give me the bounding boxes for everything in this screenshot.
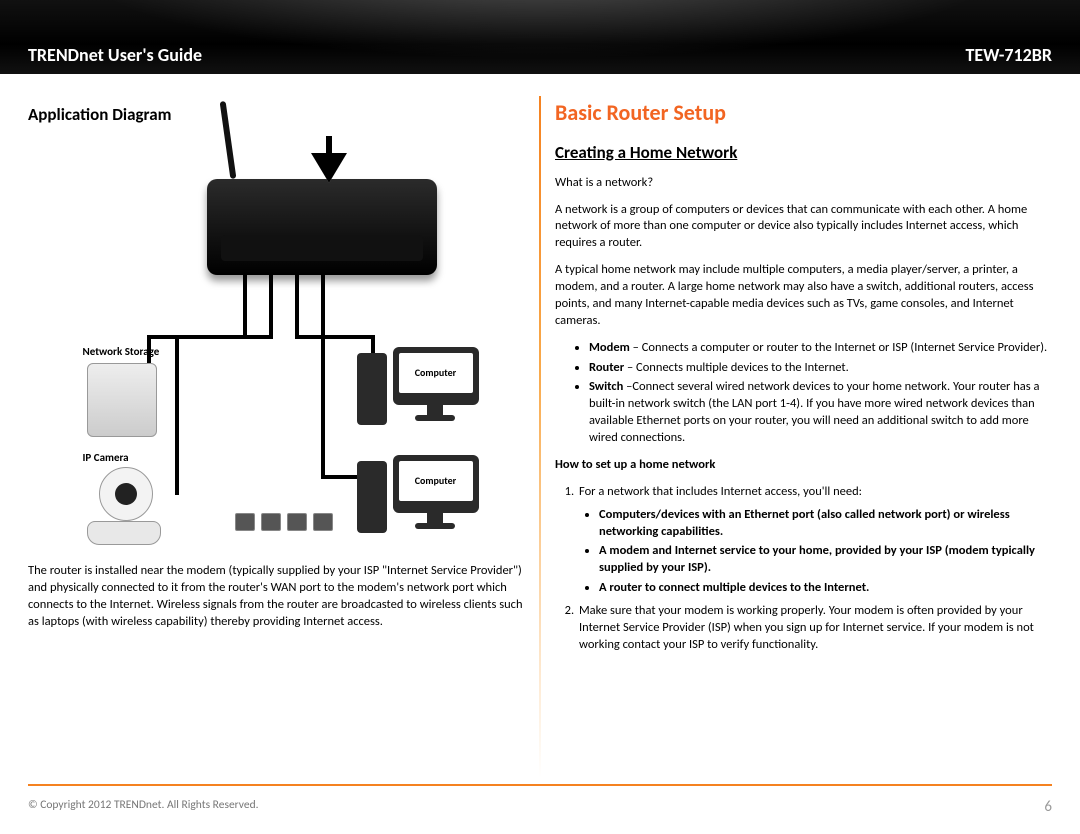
- document-page: TRENDnet User's Guide TEW-712BR Applicat…: [0, 0, 1080, 834]
- cable-icon: [175, 335, 179, 495]
- copyright-text: © Copyright 2012 TRENDnet. All Rights Re…: [28, 798, 259, 816]
- header-bar: TRENDnet User's Guide TEW-712BR: [0, 0, 1080, 74]
- lan-port-icon: [313, 513, 333, 531]
- diagram-label: Network Storage: [83, 345, 160, 360]
- cable-icon: [269, 275, 273, 335]
- cable-icon: [175, 335, 273, 339]
- list-item: Make sure that your modem is working pro…: [577, 603, 1052, 654]
- term-text: – Connects a computer or router to the I…: [630, 340, 1047, 355]
- section-title: Basic Router Setup: [555, 98, 1052, 128]
- term-text: –Connect several wired network devices t…: [589, 379, 1039, 445]
- footer: © Copyright 2012 TRENDnet. All Rights Re…: [28, 798, 1052, 816]
- header-right: TEW-712BR: [965, 44, 1052, 66]
- cable-icon: [295, 335, 375, 339]
- term: Switch: [589, 379, 623, 394]
- list-item: For a network that includes Internet acc…: [577, 484, 1052, 597]
- page-number: 6: [1044, 798, 1052, 816]
- list-item: Router – Connects multiple devices to th…: [589, 360, 1052, 377]
- intro-question: What is a network?: [555, 175, 1052, 192]
- howto-steps: For a network that includes Internet acc…: [571, 484, 1052, 654]
- step-intro: For a network that includes Internet acc…: [579, 484, 862, 499]
- application-diagram: Network Storage IP Camera Computer Compu…: [57, 149, 497, 549]
- header-left: TRENDnet User's Guide: [28, 44, 202, 66]
- diagram-label: Computer: [399, 353, 473, 393]
- left-column: Application Diagram: [28, 90, 539, 778]
- list-item: Modem – Connects a computer or router to…: [589, 340, 1052, 357]
- router-icon: [207, 179, 437, 275]
- list-item: A modem and Internet service to your hom…: [599, 543, 1052, 577]
- cable-icon: [321, 335, 325, 475]
- footer-rule: [28, 784, 1052, 786]
- cable-icon: [243, 275, 247, 335]
- computer-icon: Computer: [357, 347, 487, 429]
- cable-icon: [321, 275, 325, 335]
- body-paragraph: A network is a group of computers or dev…: [555, 202, 1052, 253]
- computer-icon: Computer: [357, 455, 487, 537]
- howto-heading: How to set up a home network: [555, 457, 1052, 474]
- diagram-label: Computer: [399, 461, 473, 501]
- app-diagram-heading: Application Diagram: [28, 104, 525, 127]
- term: Router: [589, 360, 624, 375]
- ip-camera-icon: [81, 467, 167, 545]
- cable-icon: [295, 275, 299, 335]
- definition-list: Modem – Connects a computer or router to…: [589, 340, 1052, 447]
- arrow-down-icon: [311, 153, 347, 183]
- body-paragraph: A typical home network may include multi…: [555, 262, 1052, 330]
- term: Modem: [589, 340, 630, 355]
- content-area: Application Diagram: [28, 90, 1052, 778]
- lan-port-icon: [261, 513, 281, 531]
- list-item: A router to connect multiple devices to …: [599, 580, 1052, 597]
- diagram-label: IP Camera: [83, 451, 129, 466]
- network-storage-icon: [87, 363, 157, 437]
- diagram-caption: The router is installed near the modem (…: [28, 563, 525, 631]
- list-item: Computers/devices with an Ethernet port …: [599, 507, 1052, 541]
- lan-port-icon: [235, 513, 255, 531]
- subsection-heading: Creating a Home Network: [555, 142, 1052, 165]
- list-item: Switch –Connect several wired network de…: [589, 379, 1052, 447]
- right-column: Basic Router Setup Creating a Home Netwo…: [541, 90, 1052, 778]
- term-text: – Connects multiple devices to the Inter…: [624, 360, 849, 375]
- lan-port-icon: [287, 513, 307, 531]
